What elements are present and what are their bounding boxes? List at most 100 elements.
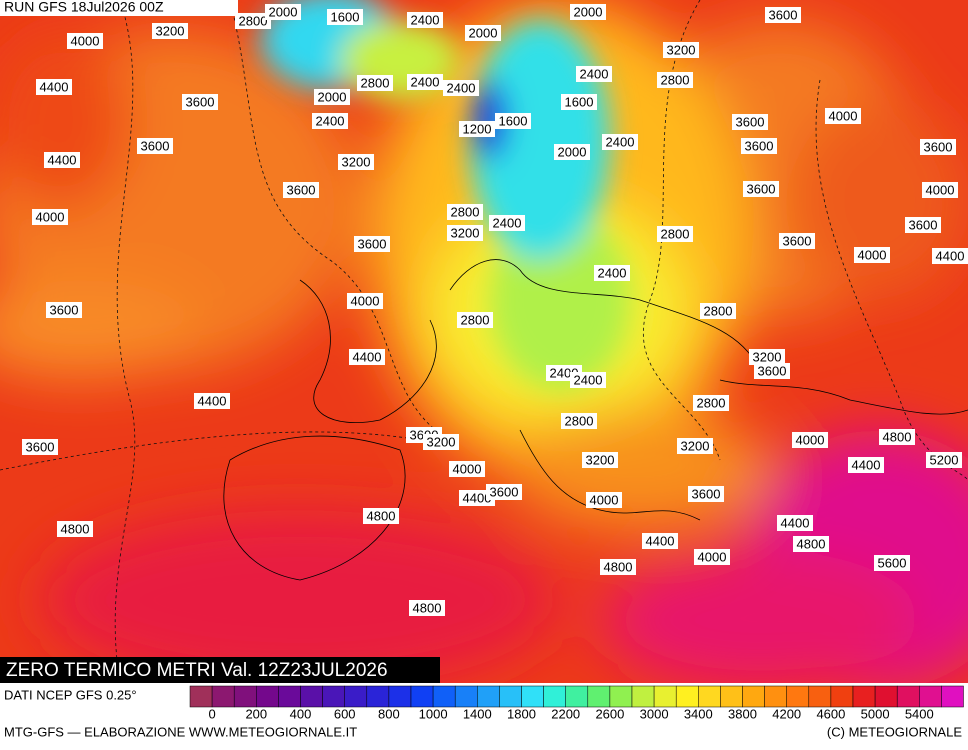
contour-label: 4000 — [71, 33, 100, 48]
contour-label-box — [570, 372, 606, 388]
contour-label: 4000 — [698, 549, 727, 564]
contour-label-box — [137, 138, 173, 154]
contour-label: 3600 — [490, 484, 519, 499]
contour-label-box — [932, 248, 968, 264]
contour-label: 3600 — [783, 233, 812, 248]
contour-label-box — [447, 204, 483, 220]
contour-label: 4800 — [413, 600, 442, 615]
contour-label-box — [354, 236, 390, 252]
color-bar-label: 1400 — [463, 706, 492, 721]
header-box — [0, 0, 238, 16]
contour-label-box — [22, 439, 58, 455]
contour-label-box — [642, 533, 678, 549]
contour-label-box — [32, 209, 68, 225]
run-label: RUN GFS 18Jul2026 00Z — [4, 0, 164, 15]
contour-label-box — [44, 152, 80, 168]
color-bar-cell — [565, 685, 589, 708]
contour-label: 4800 — [883, 429, 912, 444]
contour-label-box — [905, 217, 941, 233]
contour-label: 4000 — [590, 492, 619, 507]
color-bar-label: 4600 — [816, 706, 845, 721]
contour-label-box — [36, 79, 72, 95]
contour-label-box — [57, 521, 93, 537]
contour-label-box — [582, 452, 618, 468]
contour-label: 4000 — [351, 293, 380, 308]
color-bar-cell — [499, 685, 522, 708]
contour-label: 4400 — [198, 393, 227, 408]
contour-label: 2000 — [469, 25, 498, 40]
contour-label: 3600 — [26, 439, 55, 454]
contour-label: 4000 — [796, 432, 825, 447]
title-bar — [0, 657, 440, 683]
contour-label-box — [46, 302, 82, 318]
contour-label: 4400 — [852, 457, 881, 472]
color-bar-label: 1800 — [507, 706, 536, 721]
contour-label-box — [741, 138, 777, 154]
contour-label-box — [357, 75, 393, 91]
contour-label: 3600 — [736, 114, 765, 129]
color-bar-cell — [300, 685, 323, 708]
contour-label: 3600 — [924, 139, 953, 154]
color-bar-cell — [256, 685, 279, 708]
color-bar-cell — [388, 685, 412, 708]
contour-label: 2800 — [361, 75, 390, 90]
contour-label: 2400 — [580, 66, 609, 81]
color-bar-cell — [919, 685, 942, 708]
map-title: ZERO TERMICO METRI Val. 12Z23JUL2026 — [6, 660, 388, 681]
contour-label-box — [677, 438, 713, 454]
color-bar-cell — [852, 685, 876, 708]
color-bar-label: 3000 — [640, 706, 669, 721]
contour-label-box — [235, 13, 271, 29]
color-bar-label: 3800 — [728, 706, 757, 721]
footer-left: MTG-GFS — ELABORAZIONE WWW.METEOGIORNALE… — [4, 724, 357, 739]
contour-label: 2400 — [411, 12, 440, 27]
contour-label: 3600 — [747, 181, 776, 196]
color-bar-label: 5000 — [861, 706, 890, 721]
contour-label-box — [443, 80, 479, 96]
contour-label-box — [283, 182, 319, 198]
contour-label: 5200 — [930, 452, 959, 467]
contour-label: 2800 — [565, 413, 594, 428]
contour-label: 3600 — [909, 217, 938, 232]
contour-label-box — [792, 432, 828, 448]
contour-label: 4400 — [936, 248, 965, 263]
contour-label-box — [743, 181, 779, 197]
contour-label-box — [349, 349, 385, 365]
contour-label-box — [67, 33, 103, 49]
contour-label-box — [848, 457, 884, 473]
color-bar-cell — [410, 685, 434, 708]
contour-label-box — [407, 74, 443, 90]
contour-label: 3600 — [141, 138, 170, 153]
color-bar-label: 2200 — [551, 706, 580, 721]
color-bar-cell — [189, 685, 213, 708]
color-bar-label: 3400 — [684, 706, 713, 721]
borders — [223, 259, 968, 581]
contour-label: 4400 — [463, 490, 492, 505]
contour-label-box — [554, 144, 590, 160]
contour-label: 2400 — [411, 74, 440, 89]
contour-label-box — [586, 492, 622, 508]
contour-label-box — [874, 555, 910, 571]
contour-label: 4800 — [367, 508, 396, 523]
color-bar-label: 800 — [378, 706, 400, 721]
contour-label: 1600 — [565, 94, 594, 109]
contour-label: 3200 — [753, 349, 782, 364]
color-bar-cell — [344, 685, 368, 708]
color-bar-cell — [896, 685, 920, 708]
color-bar-cell — [653, 685, 677, 708]
contour-label-box — [779, 233, 815, 249]
contour-label: 4000 — [829, 108, 858, 123]
contour-label: 2000 — [558, 144, 587, 159]
contour-label-box — [879, 429, 915, 445]
contour-label-box — [449, 461, 485, 477]
contour-label-box — [700, 303, 736, 319]
contour-label: 3600 — [186, 94, 215, 109]
color-bar-cell — [366, 685, 390, 708]
contour-label: 4000 — [858, 247, 887, 262]
contour-label-box — [657, 72, 693, 88]
contour-label-box — [338, 154, 374, 170]
color-bar-label: 1000 — [419, 706, 448, 721]
contour-label-box — [688, 486, 724, 502]
contour-label-box — [561, 413, 597, 429]
contour-label-box — [459, 121, 495, 137]
